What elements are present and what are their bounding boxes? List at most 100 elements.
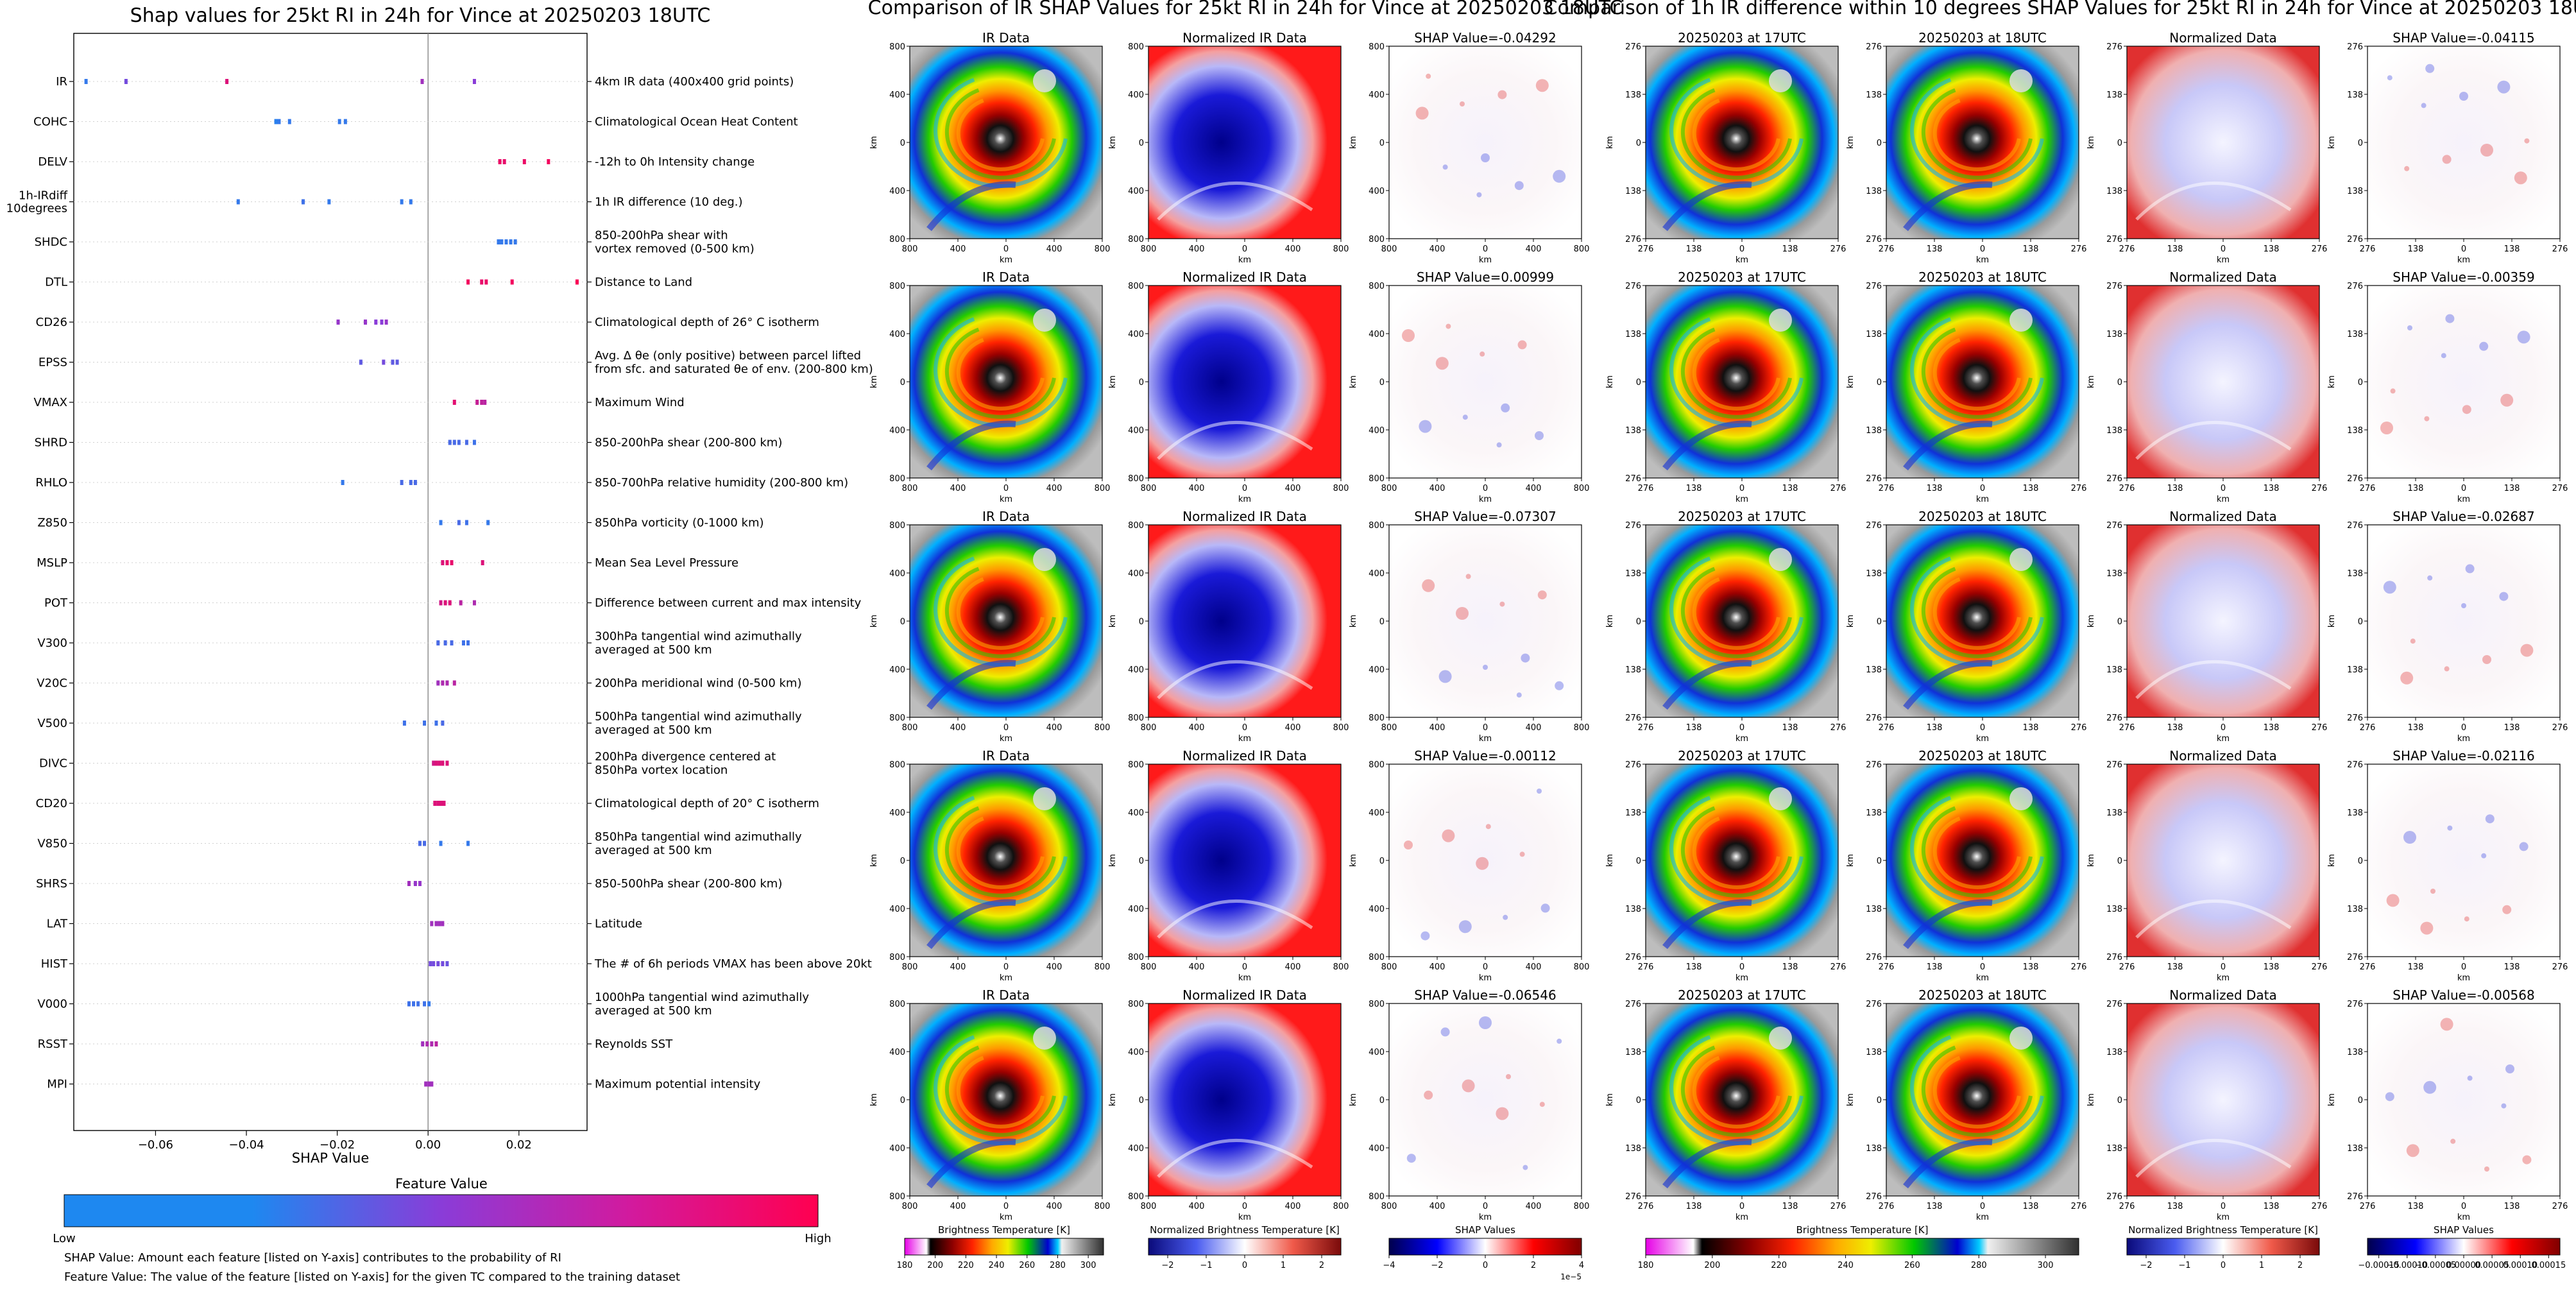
ytick-label: 276 bbox=[2347, 235, 2363, 244]
shap-point-IRdiff bbox=[302, 199, 305, 205]
feature-description-RSST: Reynolds SST bbox=[595, 1037, 673, 1051]
shap-blob bbox=[2461, 603, 2466, 608]
ytick-label: 0 bbox=[1877, 1096, 1882, 1105]
shap-blob bbox=[1499, 601, 1505, 607]
shap-point-SHRD bbox=[457, 440, 461, 445]
xtick-label: 0 bbox=[1242, 723, 1247, 733]
shap-point-Z850 bbox=[465, 520, 468, 525]
xtick-label: 276 bbox=[1830, 244, 1847, 254]
xtick-label: 400 bbox=[950, 723, 966, 733]
ir-comparison-title: Comparison of IR SHAP Values for 25kt RI… bbox=[868, 0, 1623, 19]
xtick-label: 276 bbox=[2071, 1202, 2087, 1211]
colorbar-tick-label: 0.00005 bbox=[2475, 1261, 2509, 1270]
shap-blob bbox=[1404, 841, 1413, 849]
shap-point-POT bbox=[443, 600, 447, 606]
xtick-label: 400 bbox=[1285, 1202, 1301, 1211]
panel-ylabel: km bbox=[1349, 615, 1358, 627]
shap-point-DTL bbox=[510, 279, 514, 285]
shap-blob bbox=[2447, 825, 2453, 831]
xtick-label: 276 bbox=[2071, 484, 2087, 493]
feature-description-EPSS: from sfc. and saturated θe of env. (200-… bbox=[595, 363, 873, 376]
cloud-band bbox=[1662, 420, 1752, 471]
shap-blob bbox=[2425, 64, 2435, 73]
xtick-label: 138 bbox=[2023, 244, 2039, 254]
shap-blob bbox=[1480, 351, 1485, 357]
colorbar-tick-label: 280 bbox=[1971, 1261, 1987, 1270]
panel-ylabel: km bbox=[1605, 854, 1615, 867]
colorbar-tick-label: 1 bbox=[2259, 1261, 2264, 1270]
ytick-label: 800 bbox=[1369, 713, 1385, 723]
ytick-label: 138 bbox=[2106, 808, 2122, 818]
cloud-band bbox=[1692, 98, 1780, 171]
xtick-label: 0 bbox=[1980, 1202, 1985, 1211]
xtick-label: 400 bbox=[1189, 723, 1205, 733]
panel-xlabel: km bbox=[2217, 495, 2230, 504]
colorbar-tick-label: 300 bbox=[1080, 1261, 1096, 1270]
xtick-label: 276 bbox=[2119, 723, 2135, 733]
eye-feature bbox=[2009, 548, 2033, 571]
ytick-label: 138 bbox=[2106, 665, 2122, 675]
xtick-label: 800 bbox=[1095, 484, 1111, 493]
feature-label-MPI: MPI bbox=[47, 1078, 67, 1091]
shap-point-RSST bbox=[430, 1041, 434, 1046]
xtick-label: 400 bbox=[1429, 244, 1446, 254]
shap-blob bbox=[2407, 325, 2412, 330]
shap-point-V000 bbox=[412, 1001, 416, 1007]
shap-point-Z850 bbox=[439, 520, 443, 525]
shap-point-SHRD bbox=[452, 440, 456, 445]
panel-ylabel: km bbox=[1846, 375, 1855, 388]
ytick-label: 0 bbox=[1139, 857, 1144, 866]
ir-shap-title: SHAP Value=-0.04292 bbox=[1414, 30, 1556, 46]
shap-blob bbox=[1535, 79, 1549, 92]
shap-point-HIST bbox=[441, 961, 445, 966]
ytick-label: 138 bbox=[2347, 1144, 2363, 1154]
xtick-label: 138 bbox=[1686, 244, 1702, 254]
ytick-label: 0 bbox=[1636, 617, 1641, 627]
ytick-label: 400 bbox=[1128, 665, 1144, 675]
xtick-label: 400 bbox=[1526, 484, 1542, 493]
diff-shap-title: SHAP Value=-0.04115 bbox=[2393, 30, 2534, 46]
shap-image bbox=[2367, 525, 2560, 717]
normalized-data-title: Normalized Data bbox=[2169, 509, 2277, 524]
ir-data-title: IR Data bbox=[982, 509, 1030, 524]
xtick-label: 138 bbox=[1686, 723, 1702, 733]
shap-blob bbox=[2410, 638, 2416, 644]
ytick-label: 138 bbox=[2106, 1144, 2122, 1154]
diff-comparison-title: Comparison of 1h IR difference within 10… bbox=[1544, 0, 2576, 19]
cloud-band bbox=[934, 556, 1068, 667]
eye-feature bbox=[2009, 1027, 2033, 1050]
ytick-label: 800 bbox=[1369, 42, 1385, 52]
xtick-label: 138 bbox=[1782, 484, 1798, 493]
shap-point-DIVC bbox=[441, 760, 445, 766]
colorbar-tick-label: 220 bbox=[1771, 1261, 1787, 1270]
ytick-label: 0 bbox=[1139, 378, 1144, 388]
colorbar-label: Brightness Temperature [K] bbox=[938, 1224, 1070, 1236]
ytick-label: 276 bbox=[1866, 1000, 1882, 1009]
feature-description-DTL: Distance to Land bbox=[595, 276, 692, 289]
xtick-label: 276 bbox=[1638, 1202, 1654, 1211]
shap-blob bbox=[1557, 1038, 1562, 1044]
cloud-band bbox=[926, 420, 1016, 471]
colorbar-tick-label: −0.00015 bbox=[2358, 1261, 2400, 1270]
xtick-label: 276 bbox=[1638, 484, 1654, 493]
ir-image bbox=[1646, 286, 1838, 478]
shap-blob bbox=[2387, 75, 2393, 81]
ir-data-title: IR Data bbox=[982, 269, 1030, 285]
shap-point-V500 bbox=[441, 721, 445, 726]
eye-feature bbox=[1769, 1027, 1792, 1050]
cloud-band bbox=[1157, 181, 1313, 221]
shap-point-IR bbox=[84, 79, 88, 84]
ytick-label: 0 bbox=[1379, 378, 1385, 388]
shap-blob bbox=[1415, 107, 1429, 120]
xtick-label: 276 bbox=[2119, 1202, 2135, 1211]
shap-point-V850 bbox=[418, 841, 422, 846]
xtick-label: 276 bbox=[1830, 723, 1847, 733]
cloud-band bbox=[1910, 556, 2044, 667]
cloud-band bbox=[1921, 806, 2033, 898]
ytick-label: 138 bbox=[2347, 665, 2363, 675]
shap-point-SHRD bbox=[465, 440, 468, 445]
shap-point-HIST bbox=[445, 961, 449, 966]
ytick-label: 800 bbox=[889, 1000, 905, 1009]
ytick-label: 800 bbox=[1128, 521, 1144, 531]
shap-point-SHRS bbox=[407, 881, 411, 886]
